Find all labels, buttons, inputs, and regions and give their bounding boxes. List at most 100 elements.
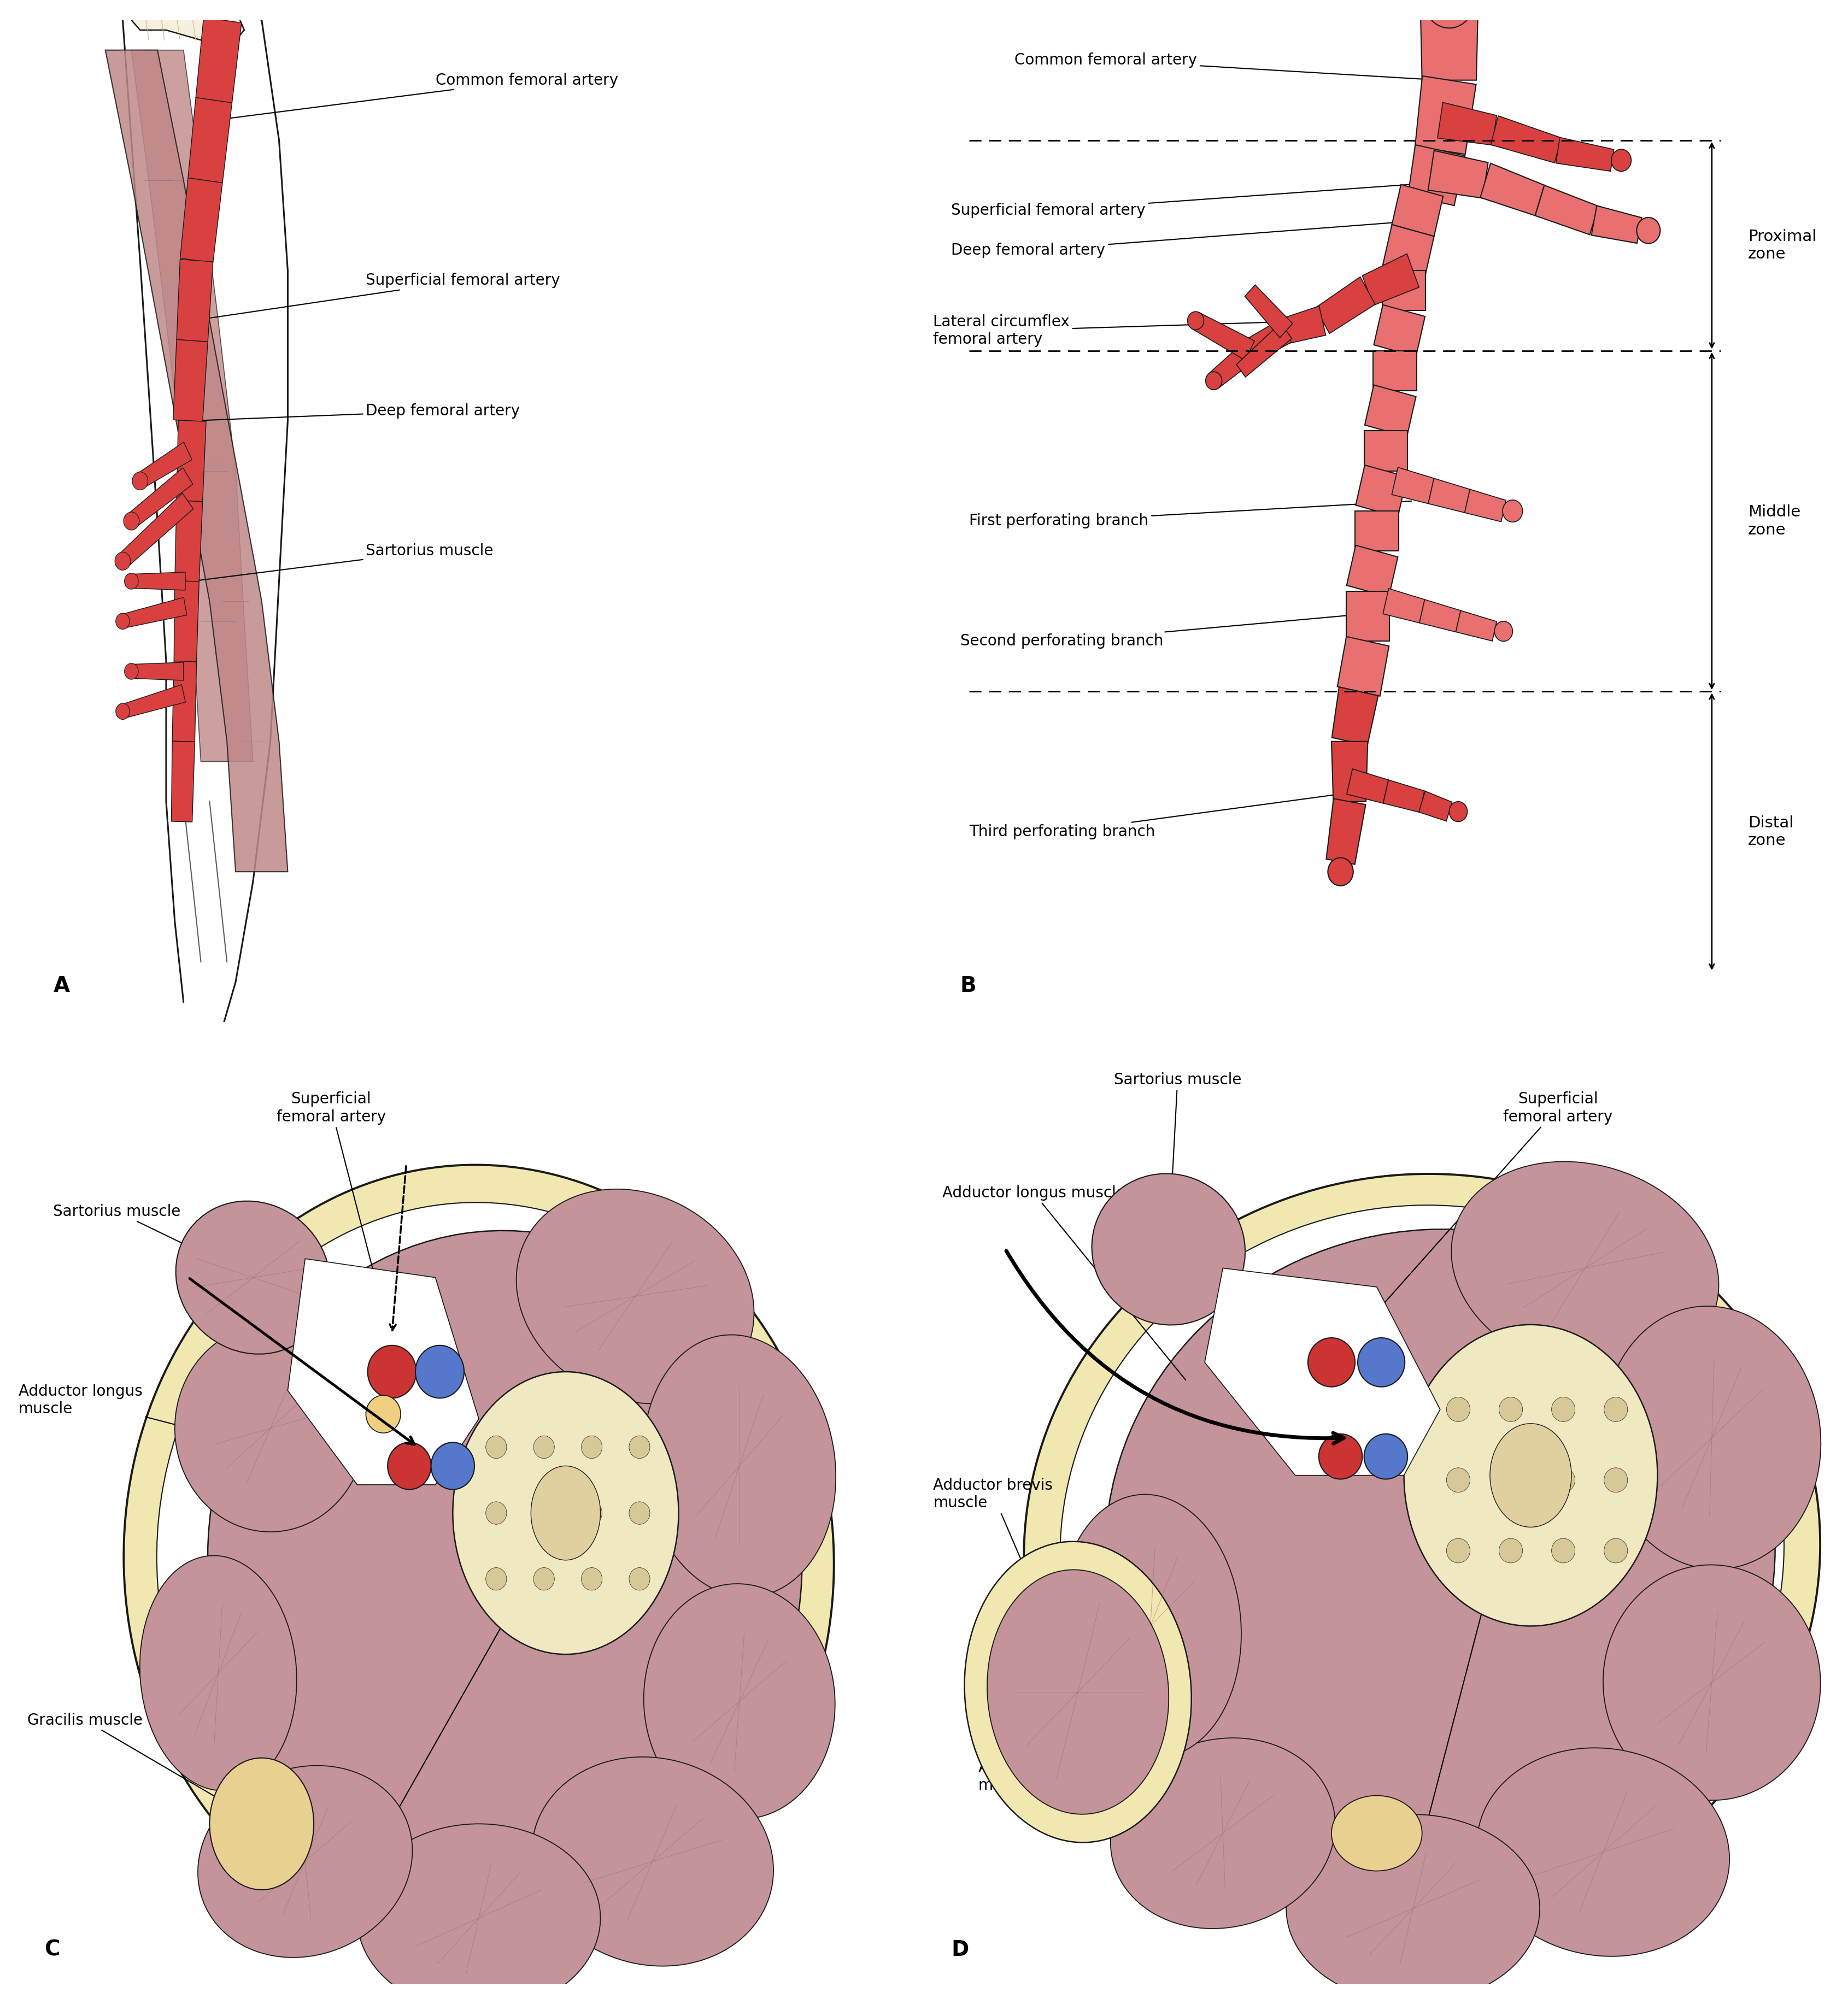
Text: A: A (54, 976, 70, 996)
Circle shape (1637, 216, 1660, 244)
Polygon shape (174, 339, 207, 423)
Polygon shape (1356, 465, 1406, 517)
Ellipse shape (140, 1555, 298, 1792)
Polygon shape (1316, 277, 1375, 333)
Ellipse shape (1286, 1814, 1539, 2002)
Circle shape (1205, 373, 1222, 389)
Circle shape (416, 1345, 464, 1399)
Polygon shape (118, 493, 194, 567)
Polygon shape (177, 421, 207, 501)
Ellipse shape (1059, 1495, 1242, 1758)
Polygon shape (122, 597, 187, 627)
Circle shape (1495, 621, 1512, 641)
Polygon shape (1355, 511, 1399, 551)
Polygon shape (1246, 319, 1292, 361)
Polygon shape (122, 685, 185, 717)
Text: Superficial
femoral artery: Superficial femoral artery (1332, 1092, 1613, 1361)
Text: Superficial
femoral artery: Superficial femoral artery (277, 1092, 392, 1343)
Circle shape (115, 553, 131, 571)
Circle shape (1364, 1435, 1408, 1479)
Text: Adductor brevis
muscle: Adductor brevis muscle (933, 1477, 1077, 1691)
Polygon shape (1491, 116, 1562, 162)
Ellipse shape (1105, 1228, 1776, 1872)
Polygon shape (128, 467, 192, 527)
Polygon shape (1362, 255, 1419, 305)
Circle shape (124, 663, 139, 679)
Circle shape (1447, 1467, 1469, 1493)
Circle shape (124, 513, 139, 529)
Polygon shape (176, 501, 203, 581)
Polygon shape (1373, 305, 1425, 357)
Circle shape (1447, 1397, 1469, 1421)
Text: Gracilis muscle: Gracilis muscle (28, 1713, 261, 1824)
Polygon shape (1347, 545, 1397, 597)
Text: Deep femoral artery: Deep femoral artery (192, 403, 519, 421)
Circle shape (534, 1435, 554, 1459)
Polygon shape (131, 0, 244, 50)
Circle shape (486, 1501, 506, 1525)
Ellipse shape (1024, 1174, 1820, 1928)
Polygon shape (1236, 323, 1292, 377)
Polygon shape (1382, 224, 1434, 277)
Polygon shape (1591, 206, 1641, 242)
Text: First perforating branch: First perforating branch (968, 501, 1412, 529)
Ellipse shape (453, 1373, 678, 1655)
Text: Proximal
zone: Proximal zone (1748, 228, 1817, 263)
Circle shape (1308, 1339, 1355, 1387)
Circle shape (368, 1345, 416, 1399)
Circle shape (1604, 1397, 1628, 1421)
Polygon shape (137, 443, 192, 489)
Ellipse shape (987, 1569, 1168, 1814)
Polygon shape (105, 50, 288, 872)
Ellipse shape (1489, 1423, 1571, 1527)
Polygon shape (1480, 162, 1545, 216)
Circle shape (582, 1567, 602, 1591)
Ellipse shape (1111, 1737, 1334, 1928)
Circle shape (1502, 499, 1523, 523)
Text: D: D (952, 1940, 968, 1960)
Polygon shape (1456, 611, 1497, 641)
Ellipse shape (532, 1758, 774, 1966)
Ellipse shape (1602, 1307, 1820, 1569)
Text: Deep femoral
artery: Deep femoral artery (1343, 1495, 1512, 1962)
Circle shape (582, 1435, 602, 1459)
Ellipse shape (198, 1766, 412, 1958)
Ellipse shape (209, 1758, 314, 1890)
Text: Sartorius muscle: Sartorius muscle (1114, 1072, 1242, 1248)
Polygon shape (1347, 770, 1388, 804)
Polygon shape (1332, 741, 1368, 802)
Polygon shape (1408, 144, 1465, 206)
Circle shape (582, 1501, 602, 1525)
Circle shape (388, 1443, 431, 1489)
Circle shape (1611, 150, 1632, 172)
Ellipse shape (1602, 1565, 1820, 1800)
Circle shape (1423, 0, 1475, 28)
Circle shape (431, 1443, 475, 1489)
Polygon shape (1392, 467, 1434, 503)
Polygon shape (1536, 184, 1599, 234)
Polygon shape (1338, 637, 1390, 695)
Polygon shape (1421, 0, 1478, 80)
Polygon shape (1364, 431, 1408, 471)
Polygon shape (131, 663, 183, 679)
Polygon shape (1327, 800, 1366, 864)
Circle shape (1319, 1435, 1362, 1479)
Ellipse shape (1061, 1204, 1783, 1896)
Text: Sartorius muscle: Sartorius muscle (194, 543, 493, 581)
Text: Gracilis muscle: Gracilis muscle (978, 1627, 1149, 1758)
Polygon shape (177, 259, 213, 343)
Polygon shape (1419, 792, 1453, 822)
Polygon shape (196, 18, 242, 102)
Polygon shape (288, 1259, 479, 1485)
Circle shape (124, 573, 139, 589)
Ellipse shape (643, 1335, 835, 1597)
Polygon shape (1429, 479, 1469, 513)
Ellipse shape (530, 1467, 601, 1561)
Ellipse shape (176, 1325, 366, 1531)
Circle shape (486, 1435, 506, 1459)
Polygon shape (1429, 150, 1488, 198)
Ellipse shape (965, 1541, 1192, 1842)
Ellipse shape (124, 1164, 833, 1956)
Text: Adductor longus muscle: Adductor longus muscle (942, 1184, 1186, 1381)
Polygon shape (174, 581, 200, 661)
